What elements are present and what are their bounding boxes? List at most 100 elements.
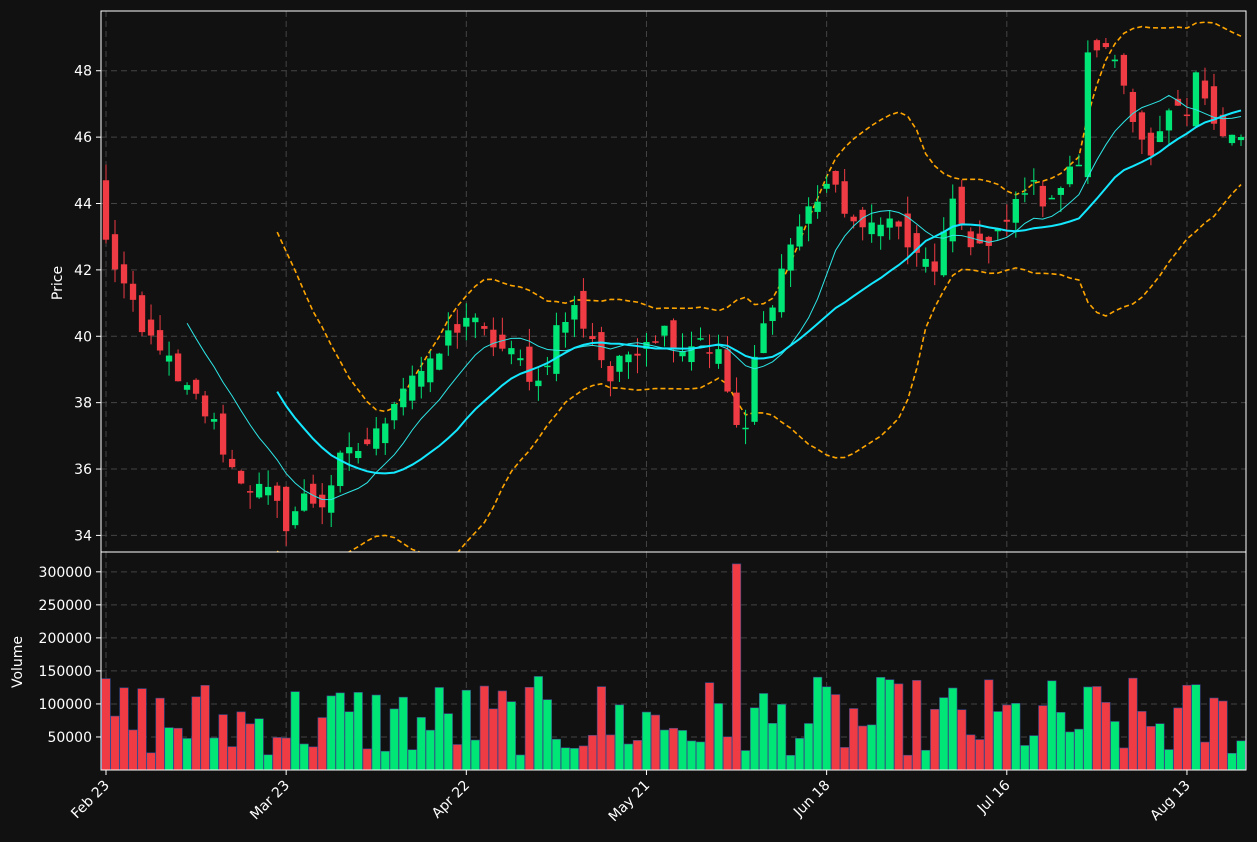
candle-body <box>1201 80 1209 99</box>
volume-bar <box>740 750 751 770</box>
volume-bar <box>912 680 922 770</box>
candle-body <box>1147 132 1155 156</box>
volume-bar <box>966 734 976 770</box>
candle-body <box>156 330 164 351</box>
volume-bar <box>1092 686 1102 770</box>
candle-body <box>409 375 416 401</box>
volume-bar <box>885 679 895 770</box>
candle-body <box>1102 43 1110 48</box>
candle-body <box>895 221 902 227</box>
volume-bar <box>894 683 904 770</box>
volume-bar <box>930 708 940 770</box>
volume-bar <box>272 737 282 770</box>
volume-bar <box>605 734 616 770</box>
candle-body <box>787 244 794 271</box>
volume-bar <box>218 714 228 770</box>
volume-axis-ticks: 50000 100000 150000 200000 250000 300000 <box>39 565 101 746</box>
volume-bar <box>353 692 363 770</box>
volume-bar <box>119 687 129 770</box>
volume-bar <box>957 709 967 770</box>
volume-bar <box>173 727 183 770</box>
candle-body <box>481 326 488 329</box>
candle-body <box>1138 112 1146 140</box>
volume-bar <box>254 718 264 770</box>
volume-bar <box>488 708 498 770</box>
candle-body <box>337 452 344 487</box>
volume-bar <box>1146 726 1156 770</box>
candle-body <box>931 261 938 272</box>
candle-body <box>832 170 839 185</box>
candle-body <box>1219 114 1227 137</box>
volume-bar <box>813 676 823 770</box>
ma-20-line <box>276 109 1242 475</box>
volume-bar <box>650 714 661 770</box>
candle-body <box>607 365 614 382</box>
price-tick-label: 48 <box>74 64 92 80</box>
volume-bar <box>786 754 796 770</box>
volume-bar <box>416 717 426 770</box>
volume-bar <box>804 723 814 770</box>
candle-body <box>553 325 560 374</box>
volume-bar <box>921 749 931 770</box>
candle-body <box>751 356 758 422</box>
candle-body <box>625 354 632 363</box>
candle-body <box>454 324 461 333</box>
volume-bar <box>1011 702 1021 770</box>
candle-body <box>742 427 749 430</box>
candle-body <box>346 447 353 454</box>
price-tick-label: 34 <box>74 528 92 544</box>
candle-body <box>760 323 767 354</box>
volume-bar <box>326 695 336 770</box>
candle-body <box>670 320 677 350</box>
volume-bar <box>524 686 534 770</box>
volume-bar <box>1083 686 1093 770</box>
volume-bar <box>470 739 480 770</box>
candle-body <box>733 392 740 425</box>
volume-bar <box>263 754 273 770</box>
candle-body <box>165 355 173 362</box>
candle-body <box>192 379 200 394</box>
volume-bar <box>1128 677 1138 770</box>
volume-bar <box>344 711 354 770</box>
volume-bar <box>281 737 291 770</box>
volume-bar <box>695 741 706 770</box>
price-axis-label: Price <box>50 266 66 300</box>
candle-body <box>688 346 695 363</box>
volume-bar <box>1038 705 1048 770</box>
volume-tick-label: 150000 <box>39 664 92 680</box>
price-tick-label: 36 <box>74 462 92 478</box>
volume-bar <box>443 713 453 770</box>
volume-bar <box>768 722 778 770</box>
volume-bar <box>659 729 670 770</box>
candle-body <box>1156 131 1164 143</box>
candle-body <box>562 322 569 333</box>
volume-tick-label: 200000 <box>39 631 92 647</box>
candle-body <box>1057 187 1064 195</box>
candle-body <box>1084 52 1092 178</box>
volume-bar <box>371 694 381 770</box>
candle-body <box>1183 114 1191 117</box>
candle-body <box>1012 199 1019 223</box>
volume-bar <box>137 688 147 770</box>
candle-body <box>436 353 443 370</box>
volume-bar <box>1029 735 1039 770</box>
candle-body <box>1039 185 1046 207</box>
bollinger-upper <box>276 21 1242 413</box>
candle-body <box>796 226 803 247</box>
candle-body <box>778 268 785 313</box>
volume-bar <box>867 724 877 770</box>
volume-bar <box>515 754 525 770</box>
volume-bar <box>632 740 643 770</box>
candle-body <box>913 233 920 253</box>
price-tick-label: 40 <box>74 329 92 345</box>
candle-body <box>301 493 308 511</box>
candle-body <box>958 186 965 226</box>
volume-bar <box>948 687 958 770</box>
candle-body <box>255 483 263 498</box>
candle-body <box>1066 166 1074 185</box>
volume-bar <box>452 744 462 770</box>
candle-body <box>319 494 326 508</box>
volume-bar <box>903 754 913 770</box>
price-axis-ticks: 34 36 38 40 42 44 46 48 <box>74 64 101 544</box>
candle-body <box>1228 134 1236 144</box>
